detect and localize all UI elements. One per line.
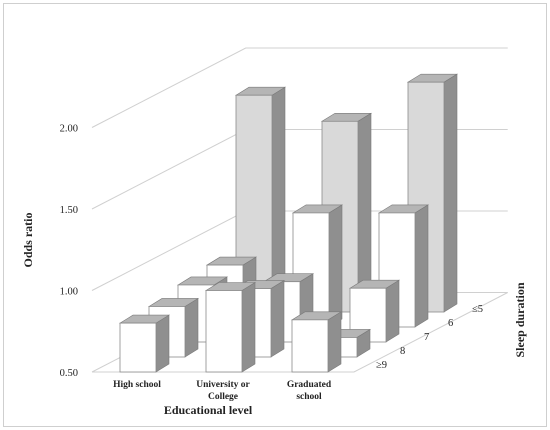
y-tick-label: 1.50 <box>60 205 78 216</box>
y-tick-label: 0.50 <box>60 368 78 379</box>
bar-side <box>328 204 343 328</box>
bar <box>204 281 257 373</box>
x-tick-labels: High school University or College Graduated… <box>113 380 332 402</box>
y-tick-labels: 0.50 1.00 1.50 2.00 <box>60 124 78 380</box>
bar-front <box>205 290 243 373</box>
bar-side <box>184 297 199 358</box>
x-tick-label-line2: school <box>296 392 322 402</box>
gridline <box>91 47 508 128</box>
bars <box>118 73 459 373</box>
bar-chart-3d: 0.50 1.00 1.50 2.00 High school University o… <box>21 47 527 417</box>
depth-tick-label: ≥9 <box>376 360 387 371</box>
x-tick-label-line2: College <box>208 392 238 402</box>
bar-side <box>327 311 342 373</box>
depth-tick-label: ≤5 <box>472 304 483 315</box>
chart-frame: 0.50 1.00 1.50 2.00 High school University o… <box>3 3 547 427</box>
depth-tick-label: 7 <box>424 332 429 343</box>
floor-edge <box>92 292 508 373</box>
depth-tick-labels: ≥9 8 7 6 ≤5 <box>376 304 483 371</box>
x-tick-label: High school <box>113 380 161 390</box>
bar-side <box>443 73 458 313</box>
bar <box>290 311 343 373</box>
bar-side <box>241 281 256 373</box>
y-axis-title: Odds ratio <box>21 212 35 267</box>
x-tick-label: Graduated <box>287 380 332 390</box>
y-tick-label: 2.00 <box>60 124 78 135</box>
bar <box>291 204 344 328</box>
depth-tick-label: 8 <box>400 346 405 357</box>
bar-front <box>291 319 329 373</box>
bar <box>118 314 171 373</box>
y-tick-label: 1.00 <box>60 287 78 298</box>
x-axis-title: Educational level <box>164 403 253 417</box>
depth-axis-title: Sleep duration <box>513 282 527 357</box>
bar-side <box>414 204 429 328</box>
x-tick-label: University or <box>196 380 250 390</box>
bar-side <box>270 280 285 358</box>
depth-tick-label: 6 <box>448 318 453 329</box>
bar-side <box>385 279 400 343</box>
bar-side <box>155 314 170 373</box>
bar-front <box>119 322 157 373</box>
